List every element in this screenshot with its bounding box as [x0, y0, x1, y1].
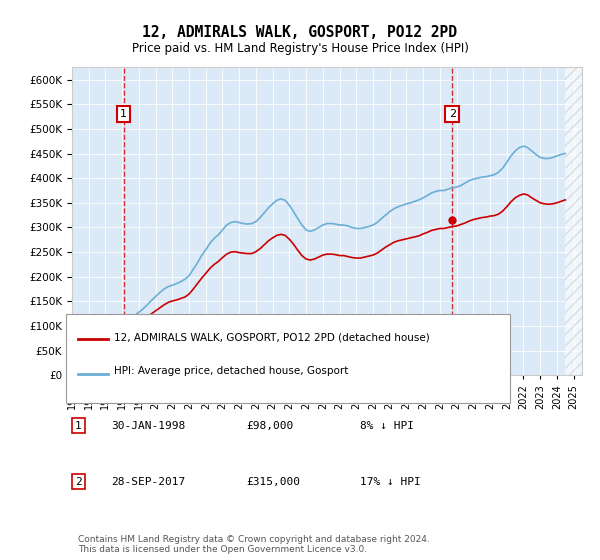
Text: Price paid vs. HM Land Registry's House Price Index (HPI): Price paid vs. HM Land Registry's House …	[131, 42, 469, 55]
Text: 30-JAN-1998: 30-JAN-1998	[111, 421, 185, 431]
Text: 17% ↓ HPI: 17% ↓ HPI	[360, 477, 421, 487]
Text: 8% ↓ HPI: 8% ↓ HPI	[360, 421, 414, 431]
Text: 12, ADMIRALS WALK, GOSPORT, PO12 2PD (detached house): 12, ADMIRALS WALK, GOSPORT, PO12 2PD (de…	[114, 332, 430, 342]
Text: 12, ADMIRALS WALK, GOSPORT, PO12 2PD: 12, ADMIRALS WALK, GOSPORT, PO12 2PD	[143, 25, 458, 40]
Text: £98,000: £98,000	[246, 421, 293, 431]
Text: 1: 1	[120, 109, 127, 119]
Text: HPI: Average price, detached house, Gosport: HPI: Average price, detached house, Gosp…	[114, 366, 349, 376]
Text: 2: 2	[449, 109, 456, 119]
Text: 2: 2	[75, 477, 82, 487]
Text: 1: 1	[75, 421, 82, 431]
Text: Contains HM Land Registry data © Crown copyright and database right 2024.
This d: Contains HM Land Registry data © Crown c…	[78, 535, 430, 554]
Text: £315,000: £315,000	[246, 477, 300, 487]
Text: 28-SEP-2017: 28-SEP-2017	[111, 477, 185, 487]
